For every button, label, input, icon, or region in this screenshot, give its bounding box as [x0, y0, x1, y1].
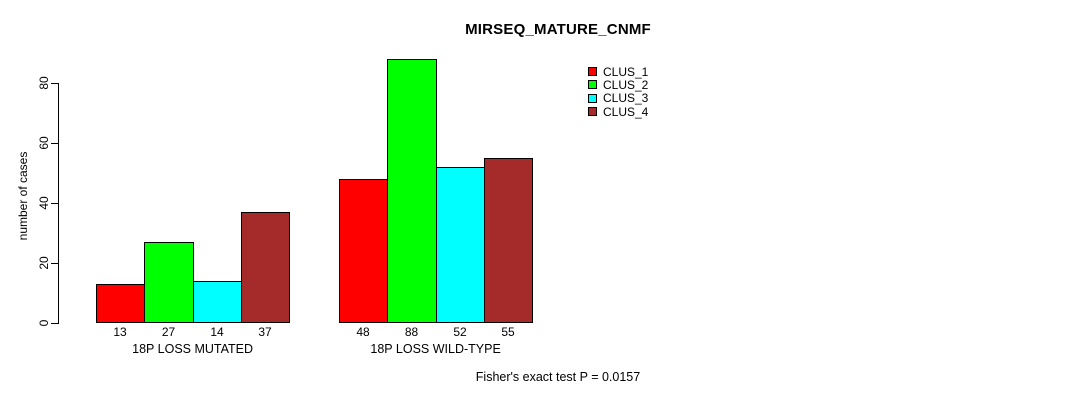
bar-value-label: 13: [113, 325, 127, 339]
fisher-test-annotation: Fisher's exact test P = 0.0157: [475, 370, 641, 384]
y-axis-label: number of cases: [16, 151, 30, 241]
y-tick: [51, 263, 58, 264]
bar-clus_3-group2: [436, 167, 485, 323]
bar-clus_1-group2: [339, 179, 388, 323]
bar-clus_2-group1: [144, 242, 194, 323]
y-tick-label: 60: [37, 136, 51, 150]
y-tick-label: 20: [37, 256, 51, 270]
bar-value-label: 14: [210, 325, 224, 339]
group-label: 18P LOSS MUTATED: [132, 342, 254, 356]
bar-value-label: 55: [501, 325, 515, 339]
bar-clus_4-group1: [241, 212, 290, 323]
legend: CLUS_1 CLUS_2 CLUS_3 CLUS_4: [588, 65, 648, 118]
legend-swatch-clus_3: [588, 93, 597, 103]
y-tick-label: 40: [37, 196, 51, 210]
bar-clus_4-group2: [484, 158, 533, 323]
bar-value-label: 88: [404, 325, 419, 339]
legend-label: CLUS_1: [603, 64, 649, 79]
legend-label: CLUS_3: [603, 91, 649, 106]
y-tick-label: 80: [37, 76, 51, 90]
legend-label: CLUS_2: [603, 77, 649, 92]
y-axis-line: [58, 83, 59, 324]
y-tick-label: 0: [37, 319, 51, 327]
legend-label: CLUS_4: [603, 104, 649, 119]
chart-title: MIRSEQ_MATURE_CNMF: [465, 21, 651, 38]
bar-value-label: 37: [258, 325, 272, 339]
bar-clus_1-group1: [96, 284, 145, 323]
legend-item-clus_1: CLUS_1: [588, 65, 648, 78]
bar-value-label: 27: [161, 325, 176, 339]
y-tick: [51, 83, 58, 84]
legend-item-clus_4: CLUS_4: [588, 105, 648, 118]
group-label: 18P LOSS WILD-TYPE: [370, 342, 501, 356]
bar-value-label: 48: [356, 325, 370, 339]
legend-swatch-clus_2: [588, 80, 597, 90]
y-tick: [51, 203, 58, 204]
legend-item-clus_3: CLUS_3: [588, 92, 648, 105]
bar-clus_3-group1: [193, 281, 242, 323]
y-tick: [51, 143, 58, 144]
legend-swatch-clus_1: [588, 67, 597, 77]
legend-swatch-clus_4: [588, 107, 597, 117]
legend-item-clus_2: CLUS_2: [588, 78, 648, 91]
y-tick: [51, 323, 58, 324]
bar-clus_2-group2: [387, 59, 437, 323]
bar-value-label: 52: [453, 325, 467, 339]
